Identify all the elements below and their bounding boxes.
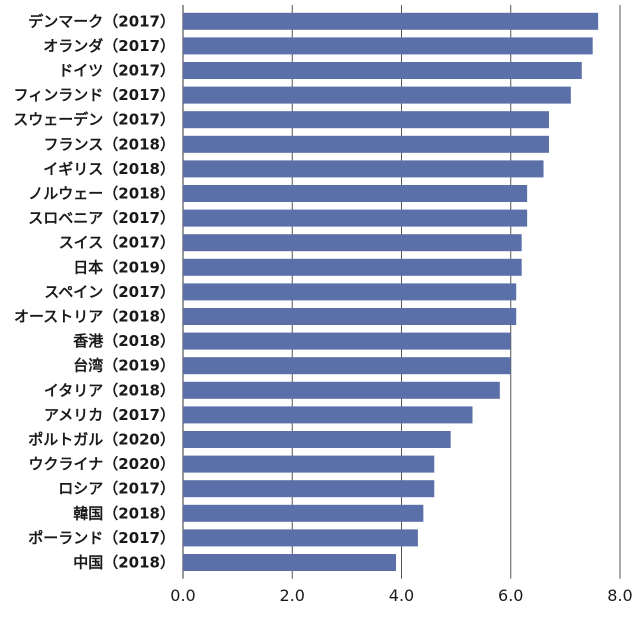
bar [183,480,435,498]
category-label: 韓国（2018） [73,504,175,522]
category-label: デンマーク（2017） [28,12,175,30]
bar [183,332,511,350]
bar [183,308,517,325]
x-tick-label: 8.0 [607,586,632,605]
category-label: ポーランド（2017） [28,529,175,547]
category-label: アメリカ（2017） [44,406,175,424]
bars [183,12,599,571]
bar [183,111,549,129]
category-label: 中国（2018） [73,554,175,572]
bar [183,37,593,55]
bar [183,258,522,276]
bar [183,185,528,202]
category-label: スイス（2017） [59,234,175,252]
bar [183,357,511,375]
category-label: オーストリア（2018） [14,308,175,326]
category-labels: デンマーク（2017） オランダ（2017） ドイツ（2017） フィンランド（201… [13,12,175,571]
category-label: イタリア（2018） [44,381,175,399]
bar [183,455,435,473]
bar [183,283,517,301]
x-tick-label: 2.0 [280,586,305,605]
category-label: 香港（2018） [73,332,175,350]
category-label: オランダ（2017） [43,37,175,55]
bar [183,62,582,79]
x-tick-labels: 0.0 2.0 4.0 6.0 8.0 [170,586,632,605]
category-label: 日本（2019） [73,258,175,276]
bar [183,381,500,399]
bar [183,86,571,104]
category-label: ノルウェー（2018） [28,185,175,203]
x-tick-label: 0.0 [170,586,195,605]
bar [183,529,418,547]
bar [183,209,528,227]
x-tick-label: 4.0 [389,586,414,605]
category-label: ウクライナ（2020） [29,455,175,473]
category-label: 台湾（2019） [73,357,175,375]
bar [183,234,522,252]
category-label: スペイン（2017） [44,283,175,301]
bar [183,504,424,522]
category-label: スウェーデン（2017） [13,111,175,129]
bar [183,431,451,448]
category-label: ロシア（2017） [58,480,175,498]
category-label: イギリス（2018） [43,160,175,178]
x-tick-label: 6.0 [498,586,523,605]
bar [183,554,397,571]
bar [183,160,544,178]
category-label: ドイツ（2017） [58,62,175,80]
category-label: フランス（2018） [44,135,175,153]
category-label: ポルトガル（2020） [28,431,175,449]
bar [183,406,473,424]
bar [183,135,549,153]
category-label: フィンランド（2017） [14,86,175,104]
category-label: スロベニア（2017） [28,209,175,227]
bar [183,12,599,30]
